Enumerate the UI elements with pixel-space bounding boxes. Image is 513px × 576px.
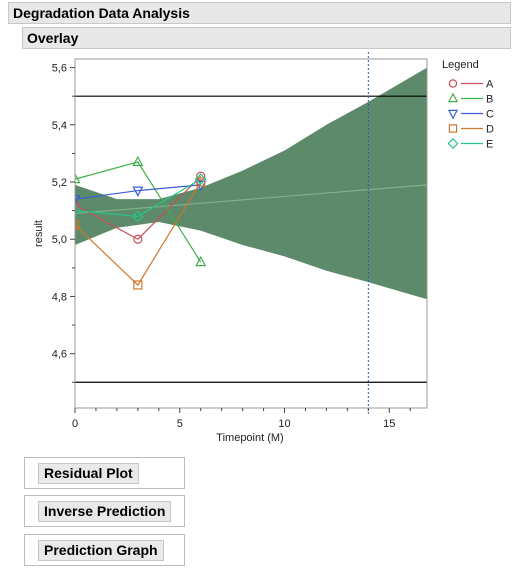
legend-marker-c bbox=[447, 109, 459, 120]
degradation-analysis-header[interactable]: Degradation Data Analysis bbox=[8, 2, 511, 24]
data-point-b bbox=[75, 172, 81, 184]
legend-label-d: D bbox=[486, 124, 494, 136]
degradation-analysis-title: Degradation Data Analysis bbox=[13, 5, 190, 21]
data-point-d bbox=[133, 280, 143, 290]
x-tick-label: 5 bbox=[177, 418, 183, 430]
plot-content bbox=[75, 67, 427, 383]
data-point-a bbox=[75, 200, 80, 210]
data-point-c bbox=[75, 195, 81, 206]
legend-marker-d bbox=[448, 124, 458, 133]
series-line-d bbox=[75, 181, 202, 286]
data-point-a bbox=[196, 171, 206, 181]
legend-marker-b bbox=[447, 92, 459, 103]
series-line-c bbox=[75, 184, 201, 200]
legend-label-b: B bbox=[486, 94, 493, 106]
legend-title: Legend bbox=[442, 59, 479, 71]
prediction-graph-panel: Prediction Graph bbox=[24, 534, 185, 566]
residual-plot-button[interactable]: Residual Plot bbox=[38, 463, 139, 484]
data-point-e bbox=[132, 210, 144, 223]
data-point-b bbox=[195, 255, 207, 267]
confidence-band bbox=[75, 67, 427, 300]
legend-label-e: E bbox=[486, 139, 493, 151]
legend-marker-e bbox=[447, 138, 459, 149]
data-point-b bbox=[132, 155, 144, 167]
y-tick-label: 4,8 bbox=[52, 291, 67, 303]
y-tick-label: 5,0 bbox=[52, 234, 67, 246]
y-axis-title: result bbox=[33, 220, 45, 247]
legend-label-a: A bbox=[486, 79, 494, 91]
y-tick-label: 5,4 bbox=[52, 120, 67, 132]
data-point-d bbox=[75, 220, 80, 230]
legend-marker-a bbox=[448, 79, 458, 88]
data-point-e bbox=[194, 173, 207, 185]
series-line-e bbox=[75, 178, 202, 217]
overlay-chart: 4,6 4,8 5,0 5,2 5,4 5,6 0 5 10 15 Timepoint (M) res… bbox=[33, 52, 494, 444]
data-point-c bbox=[132, 186, 144, 197]
plot-area bbox=[75, 52, 427, 415]
data-point-e bbox=[75, 204, 81, 217]
y-tick-label: 5,2 bbox=[52, 177, 67, 189]
legend-label-c: C bbox=[486, 109, 494, 121]
y-tick-label: 5,6 bbox=[52, 63, 67, 75]
axes: 4,6 4,8 5,0 5,2 5,4 5,6 0 5 10 15 Timepoint (M) res… bbox=[33, 58, 428, 444]
residual-plot-panel: Residual Plot bbox=[24, 457, 185, 489]
inverse-prediction-button[interactable]: Inverse Prediction bbox=[38, 501, 172, 522]
x-tick-label: 15 bbox=[383, 418, 395, 430]
overlay-header[interactable]: Overlay bbox=[22, 27, 511, 49]
data-point-d bbox=[196, 177, 206, 187]
x-tick-label: 10 bbox=[278, 418, 290, 430]
overlay-title: Overlay bbox=[27, 30, 79, 46]
series-line-b bbox=[75, 161, 202, 263]
series-line-a bbox=[75, 175, 202, 240]
x-axis-title: Timepoint (M) bbox=[216, 432, 283, 444]
plot-frame bbox=[74, 58, 428, 409]
y-tick-label: 4,6 bbox=[52, 349, 67, 361]
inverse-prediction-panel: Inverse Prediction bbox=[24, 495, 185, 527]
prediction-graph-button[interactable]: Prediction Graph bbox=[38, 540, 164, 561]
x-tick-label: 0 bbox=[72, 418, 78, 430]
data-point-a bbox=[133, 234, 143, 244]
